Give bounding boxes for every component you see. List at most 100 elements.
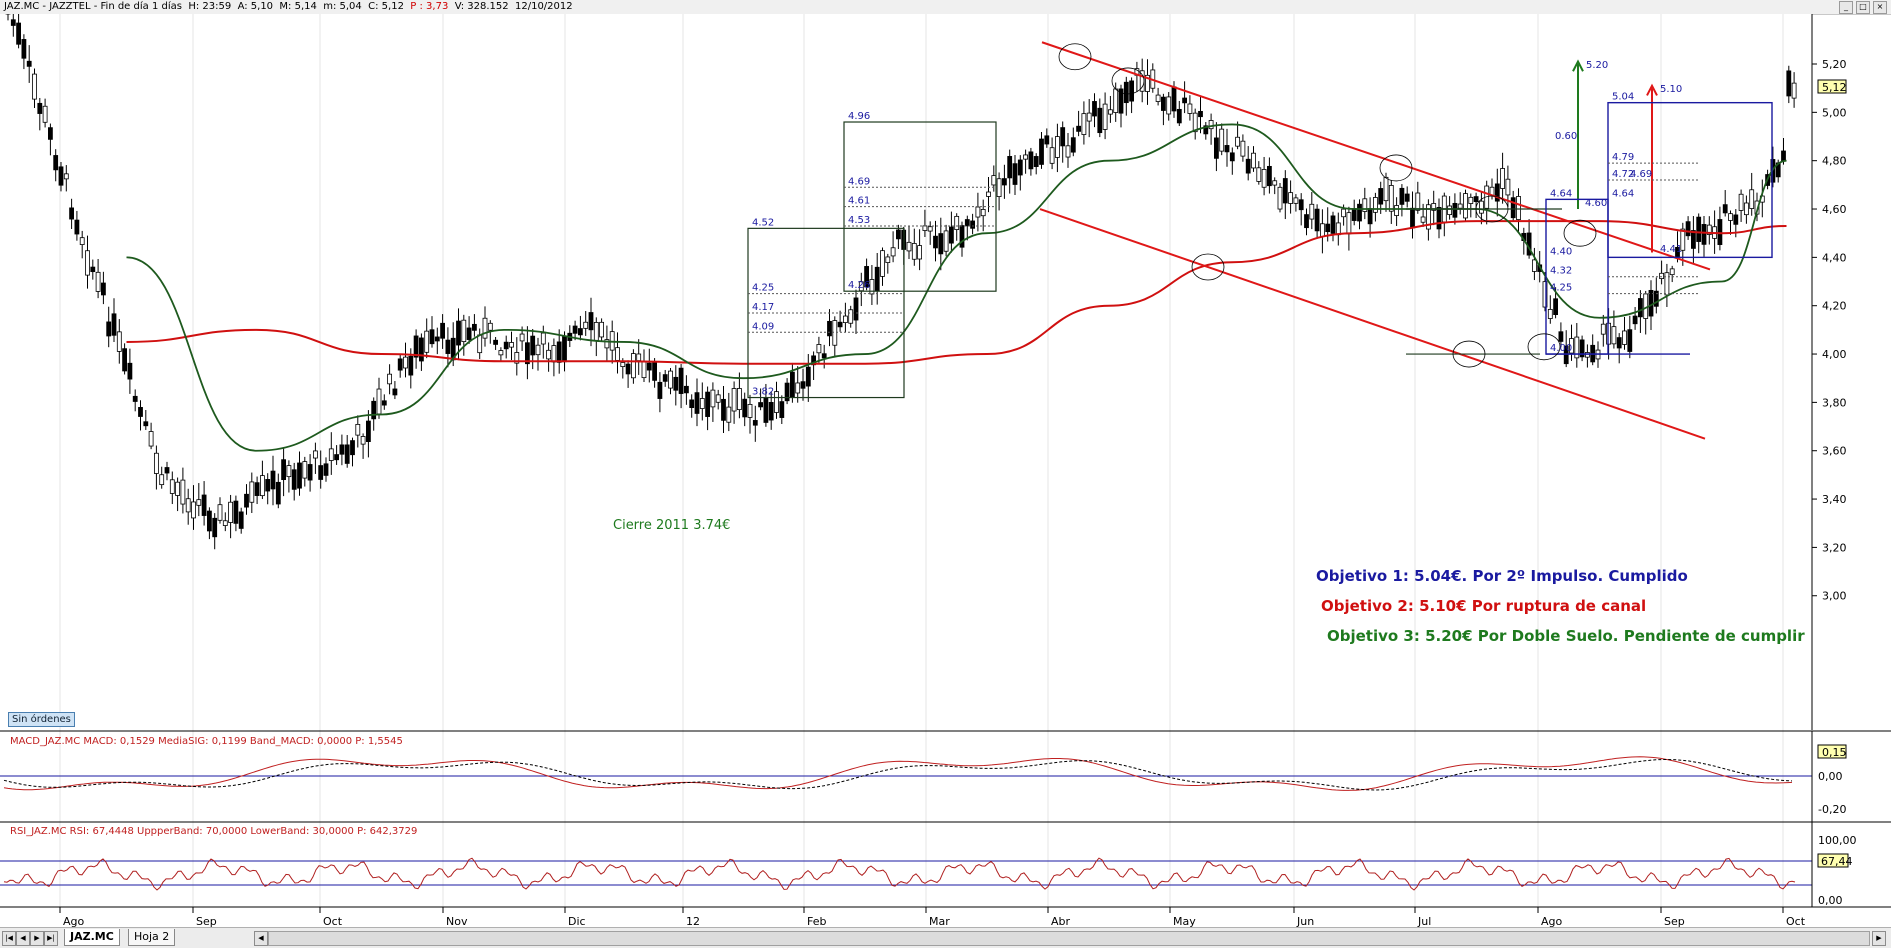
candle-body [1400,188,1404,204]
candle-body [1506,179,1510,195]
candle-body [716,395,720,402]
candle-body [319,466,323,480]
candle-body [1172,87,1176,111]
candle-body [1103,104,1107,129]
chart-area[interactable]: 4.524.254.174.093.824.964.694.614.534.26… [0,14,1891,927]
last-sheet-button[interactable]: ▶| [44,931,58,946]
candle-body [462,320,466,341]
price-tick-label: 3,60 [1822,445,1847,458]
candle-body [631,354,635,378]
candle-body [1156,95,1160,101]
blue-level-label: 4.64 [1550,188,1572,199]
candle-body [520,334,524,341]
candle-body [1453,203,1457,217]
candle-body [207,511,211,531]
candle-body [1130,81,1134,101]
candle-body [653,363,657,381]
horizontal-scrollbar[interactable] [268,931,1870,946]
candle-body [1479,201,1483,213]
candle-body [1331,216,1335,234]
scroll-right-icon[interactable]: ▶ [1872,931,1886,946]
candle-body [1469,197,1473,203]
candle-body [22,39,26,58]
candle-body [843,316,847,323]
candle-body [430,330,434,344]
price-tick-label: 4,60 [1822,203,1847,216]
blue-level-label: 4.40 [1550,246,1572,257]
candle-body [303,462,307,478]
candle-body [467,328,471,340]
candle-body [891,248,895,256]
candle-body [149,432,153,447]
candle-body [923,226,927,231]
candle-body [54,155,58,169]
candle-body [722,399,726,420]
candle-body [1697,217,1701,241]
candle-body [128,363,132,379]
candle-body [1008,156,1012,177]
candle-body [1045,136,1049,144]
candle-body [1686,222,1690,236]
tab-hoja-2[interactable]: Hoja 2 [128,929,175,946]
blue-level-label: 4.25 [1550,283,1572,294]
candle-body [1734,215,1738,224]
candle-body [992,176,996,185]
candle-body [1559,332,1563,342]
symbol-label: JAZ.MC - JAZZTEL [4,1,91,12]
p-label: P : 3,73 [410,1,448,12]
candle-body [1665,273,1669,295]
price-tick-label: 3,40 [1822,493,1847,506]
next-sheet-button[interactable]: ▶ [30,931,44,946]
candle-body [912,243,916,259]
maximize-button[interactable]: □ [1856,1,1870,14]
candle-body [737,388,741,409]
candle-body [976,207,980,217]
scroll-left-icon[interactable]: ◀ [254,931,268,946]
macd-header: MACD_JAZ.MC MACD: 0,1529 MediaSIG: 0,119… [10,736,403,747]
fib-level-label: 4.52 [752,217,774,228]
candle-body [732,389,736,411]
candle-body [1066,146,1070,157]
rsi-header: RSI_JAZ.MC RSI: 67,4448 UppperBand: 70,0… [10,826,417,837]
candle-body [1474,197,1478,202]
open-label: A: 5,10 [238,1,273,12]
title-bar-text: JAZ.MC - JAZZTEL - Fin de día 1 días H: … [4,0,573,14]
candle-body [642,362,646,378]
candle-body [1257,168,1261,182]
candle-body [154,453,158,473]
fib-level-label: 4.09 [752,321,774,332]
candle-body [1517,196,1521,219]
candle-body [1532,260,1536,272]
candle-body [266,479,270,491]
candle-body [552,346,556,362]
candle-body [457,321,461,345]
candle-body [1230,153,1234,161]
sin-ordenes-badge[interactable]: Sin órdenes [8,712,75,727]
candle-body [287,466,291,477]
candle-body [965,220,969,226]
candle-body [637,354,641,361]
candle-body [446,340,450,353]
tab-jaz-mc[interactable]: JAZ.MC [64,929,120,946]
candle-body [478,335,482,353]
candle-body [404,357,408,368]
price-panel [0,14,1812,730]
candle-body [828,321,832,335]
candle-body [679,368,683,393]
candle-body [1358,204,1362,221]
candle-body [939,234,943,254]
candle-body [1267,166,1271,185]
candle-body [1437,207,1441,229]
candle-body [949,227,953,243]
candle-body [1649,290,1653,316]
candle-body [245,494,249,507]
candle-body [1013,164,1017,185]
candle-body [563,336,567,362]
candle-body [1395,206,1399,216]
minimize-button[interactable]: _ [1839,1,1853,14]
objetivo-3-label: Objetivo 3: 5.20€ Por Doble Suelo. Pendi… [1327,627,1805,645]
first-sheet-button[interactable]: |◀ [2,931,16,946]
close-button[interactable]: × [1873,1,1887,14]
candle-body [1464,194,1468,218]
prev-sheet-button[interactable]: ◀ [16,931,30,946]
